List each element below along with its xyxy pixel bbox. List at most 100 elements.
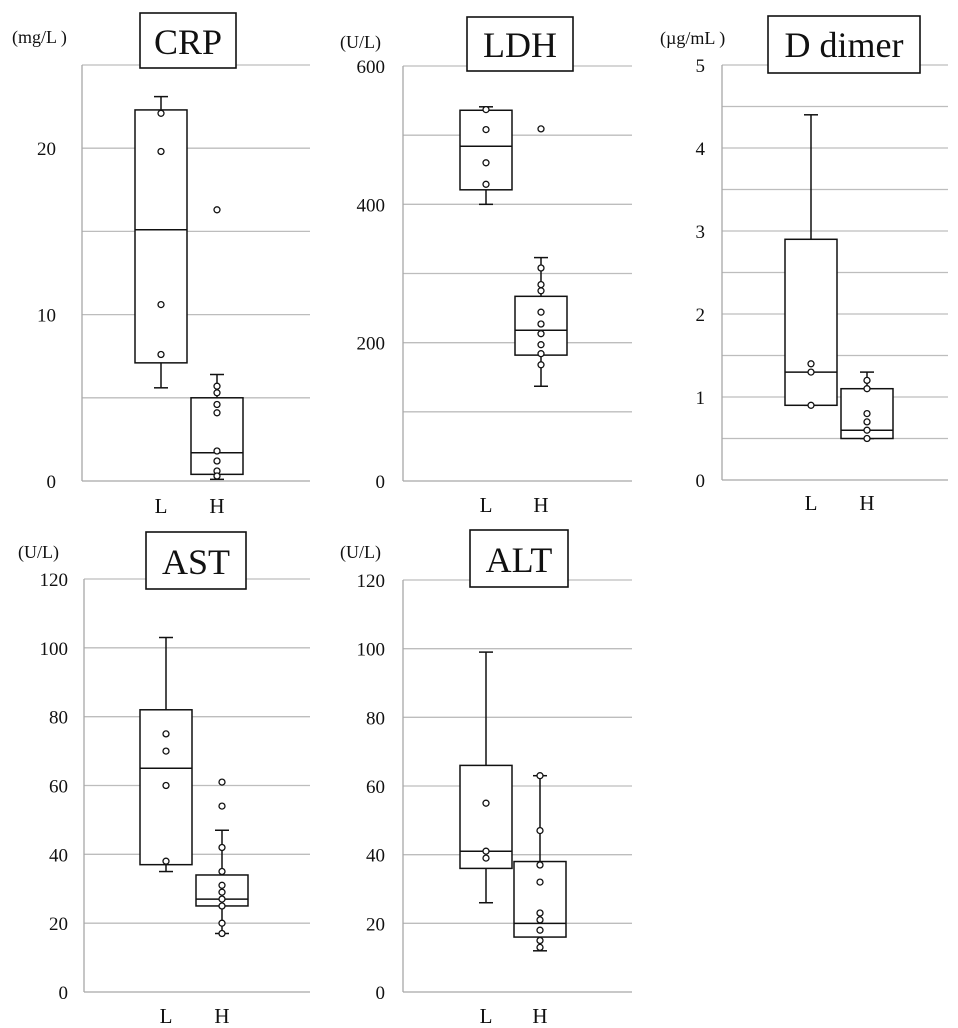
crp-y-tick-label: 0 — [47, 472, 57, 493]
data-point — [218, 802, 226, 810]
alt-y-tick-label: 60 — [366, 777, 385, 798]
d-dimer-tick-labels: 0 1 2 3 4 5 — [696, 56, 706, 492]
ldh-boxes — [459, 105, 568, 387]
alt-title: ALT — [486, 540, 553, 580]
alt-y-tick-label: 40 — [366, 846, 385, 867]
data-point — [536, 772, 544, 780]
data-point — [218, 843, 226, 852]
ast-axes — [83, 579, 310, 993]
ldh-y-tick-label: 600 — [357, 57, 386, 78]
ldh-title-frame — [466, 16, 574, 72]
data-point — [537, 350, 545, 358]
alt-y-tick-label: 0 — [376, 983, 386, 1004]
crp-box-H — [190, 206, 244, 481]
ast-box-H — [195, 778, 249, 938]
ast-boxes — [139, 636, 249, 938]
data-point — [863, 376, 871, 385]
data-point — [482, 847, 490, 855]
d-dimer-title: D dimer — [785, 25, 904, 65]
d-dimer-boxes — [784, 114, 894, 443]
data-point — [482, 180, 490, 188]
data-point — [218, 778, 226, 786]
data-point — [537, 264, 545, 272]
crp-title-frame — [139, 12, 237, 69]
alt-x-category-label: L — [480, 1004, 493, 1028]
ldh-x-category-label: H — [533, 493, 548, 517]
d-dimer-y-tick-label: 1 — [696, 388, 706, 409]
data-point — [162, 730, 170, 738]
crp-title: CRP — [154, 22, 222, 62]
crp-tick-labels: 0 10 20 — [37, 139, 56, 493]
data-point — [863, 426, 871, 434]
d-dimer-x-category-label: L — [805, 491, 818, 515]
d-dimer-x-category-label: H — [859, 491, 874, 515]
data-point — [537, 361, 545, 369]
data-point — [537, 308, 545, 316]
d-dimer-unit-label: (µg/mL ) — [660, 28, 725, 49]
data-point — [537, 330, 545, 338]
ast-y-tick-label: 80 — [49, 708, 68, 729]
data-point — [482, 799, 490, 807]
alt-y-tick-label: 80 — [366, 708, 385, 729]
data-point — [482, 159, 490, 167]
ldh-y-tick-label: 400 — [357, 195, 386, 216]
data-point — [218, 919, 226, 927]
data-point — [218, 895, 226, 903]
data-point — [213, 409, 221, 417]
data-point — [863, 409, 871, 418]
ldh-axes — [402, 66, 632, 482]
crp-box-L — [134, 95, 188, 389]
ast-title: AST — [162, 542, 230, 582]
d-dimer-box-H — [840, 371, 894, 443]
alt-tick-labels: 0 20 40 60 80 100 120 — [357, 571, 386, 1004]
crp-gridlines — [82, 64, 310, 399]
alt-title-frame — [469, 529, 569, 588]
d-dimer-y-tick-label: 0 — [696, 471, 706, 492]
alt-y-tick-label: 100 — [357, 640, 386, 661]
data-point — [157, 109, 165, 117]
data-point — [482, 105, 490, 114]
data-point — [213, 472, 221, 480]
ast-y-tick-label: 40 — [49, 845, 68, 866]
data-point — [218, 888, 226, 896]
data-point — [536, 861, 544, 869]
data-point — [807, 360, 815, 368]
data-point — [213, 447, 221, 455]
ldh-box-L — [459, 105, 513, 206]
ast-y-tick-label: 120 — [40, 570, 69, 591]
ast-x-category-label: L — [160, 1004, 173, 1028]
data-point — [536, 916, 544, 924]
crp-unit-label: (mg/L ) — [12, 27, 67, 48]
ldh-y-tick-label: 200 — [357, 334, 386, 355]
data-point — [537, 320, 545, 328]
data-point — [807, 368, 815, 376]
ast-x-category-label: H — [214, 1004, 229, 1028]
iqr-box — [513, 860, 567, 938]
data-point — [218, 929, 226, 938]
ldh-title: LDH — [483, 25, 557, 65]
data-point — [482, 854, 490, 862]
data-point — [537, 341, 545, 349]
data-point — [162, 747, 170, 755]
data-point — [536, 926, 544, 934]
d-dimer-y-tick-label: 4 — [696, 139, 706, 160]
d-dimer-y-tick-label: 5 — [696, 56, 706, 77]
alt-x-category-label: H — [532, 1004, 547, 1028]
ast-unit-label: (U/L) — [18, 542, 59, 563]
ast-tick-labels: 0 20 40 60 80 100 120 — [40, 570, 69, 1004]
alt-y-tick-label: 20 — [366, 914, 385, 935]
data-point — [536, 826, 544, 835]
crp-y-tick-label: 20 — [37, 139, 56, 160]
data-point — [536, 936, 544, 945]
alt-unit-label: (U/L) — [340, 542, 381, 563]
alt-axes — [402, 580, 632, 993]
data-point — [537, 287, 545, 295]
ldh-box-H — [514, 125, 568, 387]
